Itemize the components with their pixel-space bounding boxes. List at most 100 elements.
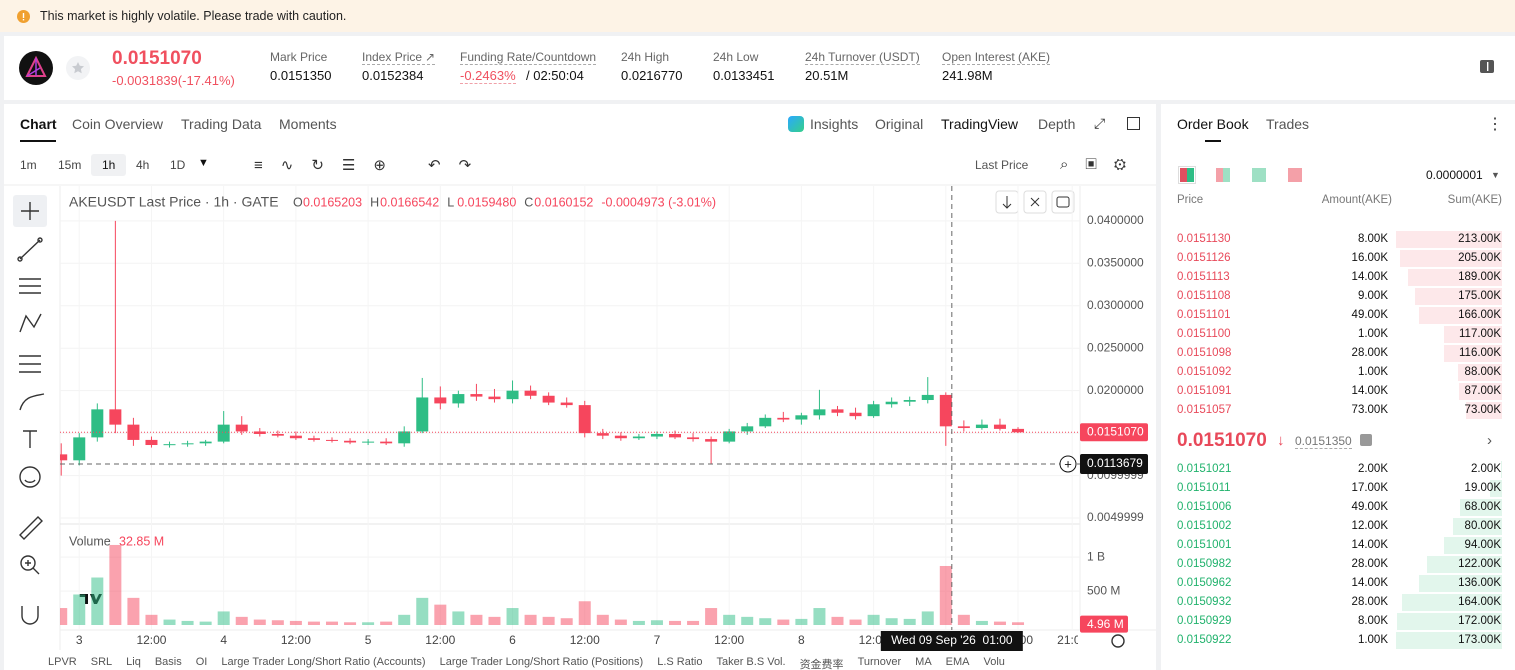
volume-value: 32.85 M	[119, 534, 164, 548]
layout-toggle[interactable]	[1287, 167, 1303, 183]
indicator-chip[interactable]: MA	[915, 656, 932, 668]
volume-bar	[307, 621, 320, 625]
order-row[interactable]: 0.0151021 2.00K 2.00K	[1161, 460, 1515, 479]
order-row[interactable]: 0.0151108 9.00K 175.00K	[1161, 287, 1515, 306]
order-amount: 12.00K	[1351, 520, 1388, 532]
indicator-chip[interactable]: EMA	[945, 656, 970, 668]
indicator-chip[interactable]: L.S Ratio	[657, 656, 703, 668]
interval-button[interactable]: 1h	[102, 158, 116, 172]
chart-tab[interactable]: Trading Data	[181, 116, 262, 132]
order-row[interactable]: 0.0151002 12.00K 80.00K	[1161, 517, 1515, 536]
candle-body	[957, 426, 970, 429]
precision-select[interactable]: 0.0000001	[1426, 168, 1483, 182]
indicator-chip[interactable]: Large Trader Long/Short Ratio (Positions…	[439, 656, 644, 668]
candle-body	[109, 409, 122, 425]
order-row[interactable]: 0.0151113 14.00K 189.00K	[1161, 268, 1515, 287]
order-row[interactable]: 0.0151001 14.00K 94.00K	[1161, 536, 1515, 555]
indicator-chip[interactable]: LPVR	[48, 656, 77, 668]
order-row[interactable]: 0.0151100 1.00K 117.00K	[1161, 325, 1515, 344]
ohlc-key: C	[524, 195, 533, 209]
layout-toggle[interactable]	[1215, 167, 1231, 183]
indicator-chip[interactable]: 资金费率	[799, 659, 844, 670]
interval-button[interactable]: 15m	[58, 158, 82, 172]
panel-icon[interactable]	[1480, 60, 1496, 74]
order-row[interactable]: 0.0151057 73.00K 73.00K	[1161, 401, 1515, 420]
candle-body	[650, 433, 663, 437]
indicator-chip[interactable]: Turnover	[857, 656, 902, 668]
depth-bar	[1500, 461, 1502, 478]
chart-tab[interactable]: Moments	[279, 116, 337, 132]
order-row[interactable]: 0.0151006 49.00K 68.00K	[1161, 498, 1515, 517]
order-row[interactable]: 0.0151091 14.00K 87.00K	[1161, 382, 1515, 401]
last-price-tag	[1080, 423, 1148, 442]
interval-button[interactable]: 1D	[170, 158, 186, 172]
x-tick-label: 3	[76, 633, 83, 647]
volume-bar	[867, 614, 880, 625]
order-price: 0.0151126	[1177, 252, 1231, 264]
volume-bar	[1012, 622, 1025, 625]
order-amount: 1.00K	[1357, 366, 1388, 378]
interval-button[interactable]: 1m	[20, 158, 37, 172]
indicator-chip[interactable]: Taker B.S Vol.	[716, 656, 786, 668]
order-row[interactable]: 0.0151098 28.00K 116.00K	[1161, 344, 1515, 363]
candle-body	[235, 424, 248, 432]
volume-bar	[253, 619, 266, 625]
order-row[interactable]: 0.0150922 1.00K 173.00K	[1161, 631, 1515, 650]
volume-last-text: 4.96 M	[1087, 617, 1124, 631]
mid-chevron[interactable]: ›	[1487, 432, 1492, 449]
indicator-chip[interactable]: SRL	[90, 656, 113, 668]
depth-bar	[1396, 613, 1502, 630]
depth-bar	[1452, 518, 1502, 535]
order-row[interactable]: 0.0150929 8.00K 172.00K	[1161, 612, 1515, 631]
order-amount: 14.00K	[1351, 271, 1388, 283]
order-sum: 189.00K	[1458, 271, 1501, 283]
volume-bar	[488, 616, 501, 625]
favorite-star[interactable]	[66, 56, 90, 80]
expand-icon[interactable]: ⤢	[1094, 115, 1106, 131]
order-row[interactable]: 0.0151126 16.00K 205.00K	[1161, 249, 1515, 268]
order-row[interactable]: 0.0150982 28.00K 122.00K	[1161, 555, 1515, 574]
volume-tick-label: 500 M	[1087, 583, 1120, 597]
chart-tab[interactable]: Coin Overview	[72, 116, 164, 132]
layout-toggle[interactable]	[1251, 167, 1267, 183]
view-tab[interactable]: Insights	[810, 116, 859, 132]
interval-button[interactable]: 4h	[136, 158, 150, 172]
candle-body	[506, 390, 519, 400]
order-price: 0.0151002	[1177, 520, 1232, 532]
depth-bar	[1427, 556, 1502, 573]
candle-body	[975, 424, 988, 429]
view-tab[interactable]: Depth	[1038, 116, 1076, 132]
indicator-chip[interactable]: Volu	[983, 656, 1005, 668]
order-book-tab[interactable]: Order Book	[1177, 116, 1249, 132]
order-row[interactable]: 0.0151130 8.00K 213.00K	[1161, 230, 1515, 249]
indicator-chip[interactable]: OI	[195, 656, 208, 668]
indicator-chip[interactable]: Liq	[126, 656, 141, 668]
volume-bar	[145, 614, 158, 625]
layout-toggle[interactable]	[1178, 166, 1196, 184]
depth-bar	[1458, 364, 1502, 381]
order-book-tab[interactable]: Trades	[1266, 116, 1310, 132]
coin-logo	[19, 51, 53, 85]
order-row[interactable]: 0.0151101 49.00K 166.00K	[1161, 306, 1515, 325]
x-tick-label: 12:00	[714, 633, 744, 647]
more-menu[interactable]: ⋮	[1487, 116, 1503, 133]
crosshair-time-tag	[880, 631, 1023, 651]
x-tick-label: 12:00	[570, 633, 600, 647]
volume-bar	[289, 620, 302, 625]
indicator-chip[interactable]: Large Trader Long/Short Ratio (Accounts)	[221, 656, 426, 668]
order-book-panel: Order Book Trades ⋮ 0.0000001 ▼ Price Amount(A…	[1161, 104, 1515, 670]
chart-tab[interactable]: Chart	[20, 116, 57, 132]
depth-bar	[1465, 402, 1502, 419]
order-row[interactable]: 0.0150932 28.00K 164.00K	[1161, 593, 1515, 612]
order-sum: 173.00K	[1458, 634, 1501, 646]
order-row[interactable]: 0.0150962 14.00K 136.00K	[1161, 574, 1515, 593]
price-type-select[interactable]: Last Price	[975, 158, 1029, 172]
view-tab[interactable]: Original	[875, 116, 924, 132]
volume-bar	[777, 619, 790, 625]
order-row[interactable]: 0.0151011 17.00K 19.00K	[1161, 479, 1515, 498]
order-amount: 73.00K	[1351, 404, 1388, 416]
indicator-chip[interactable]: Basis	[154, 656, 182, 668]
view-tab[interactable]: TradingView	[941, 116, 1019, 132]
mark-icon	[1360, 434, 1372, 446]
order-row[interactable]: 0.0151092 1.00K 88.00K	[1161, 363, 1515, 382]
